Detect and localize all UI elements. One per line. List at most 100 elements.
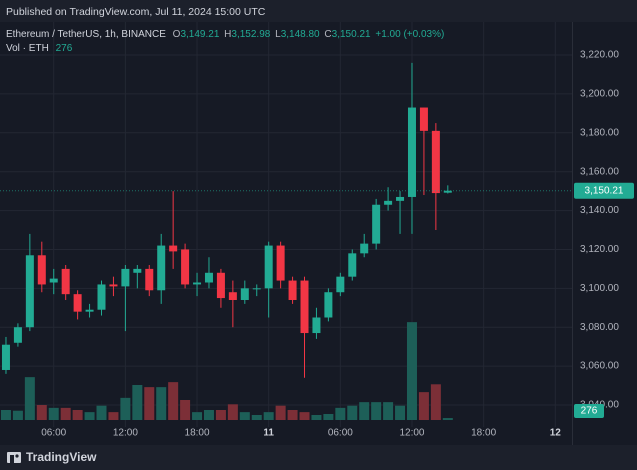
volume-bar xyxy=(36,405,47,420)
candle-body xyxy=(97,284,106,310)
volume-bar xyxy=(359,402,370,420)
volume-bar xyxy=(144,387,155,420)
volume-bar xyxy=(48,407,59,420)
candle-body xyxy=(121,268,130,287)
candle-body xyxy=(204,272,213,283)
candle-body xyxy=(276,245,285,281)
legend-h-value: 3,152.98 xyxy=(231,29,270,40)
candle-body xyxy=(264,245,273,289)
volume-bar xyxy=(299,412,310,420)
candle-body xyxy=(252,288,261,290)
bottom-bar xyxy=(0,445,637,470)
volume-bar xyxy=(263,412,274,420)
top-bar xyxy=(0,0,637,22)
candle-body xyxy=(384,200,393,205)
y-tick-label: 3,180.00 xyxy=(580,127,619,138)
candle-body xyxy=(145,268,154,291)
candle-body xyxy=(193,282,202,285)
x-tick-label: 18:00 xyxy=(471,428,496,439)
legend-symbol: Ethereum / TetherUS, 1h, BINANCE xyxy=(6,29,166,40)
volume-bar xyxy=(239,412,250,420)
last-price-label: 3,150.21 xyxy=(585,185,624,196)
candle-body xyxy=(336,276,345,293)
volume-bar xyxy=(371,402,382,420)
volume-bar xyxy=(251,415,262,420)
candle-body xyxy=(348,253,357,277)
volume-bar xyxy=(287,410,298,420)
volume-bar xyxy=(72,410,83,420)
volume-bar xyxy=(168,382,179,420)
y-tick-label: 3,120.00 xyxy=(580,244,619,255)
volume-bar xyxy=(395,405,406,420)
candle-body xyxy=(228,292,237,300)
volume-bar xyxy=(418,392,429,420)
candle-body xyxy=(216,272,225,299)
candle-body xyxy=(73,294,82,312)
volume-bar xyxy=(335,407,346,420)
candle-body xyxy=(324,292,333,318)
volume-box-label: 276 xyxy=(581,406,598,417)
legend-c-value: 3,150.21 xyxy=(332,29,371,40)
volume-bar xyxy=(24,377,35,420)
volume-legend: Vol · ETH 276 xyxy=(6,43,73,54)
candle-body xyxy=(407,107,416,197)
volume-bar xyxy=(0,410,11,420)
candle-body xyxy=(25,255,34,328)
volume-bar xyxy=(227,404,238,420)
volume-bar xyxy=(132,385,143,420)
candle-body xyxy=(37,255,46,285)
volume-bar xyxy=(430,384,441,420)
volume-bar xyxy=(323,414,334,420)
candle-body xyxy=(1,344,10,370)
legend-c-label: C xyxy=(324,29,331,40)
brand: TradingView xyxy=(26,450,97,464)
y-tick-label: 3,220.00 xyxy=(580,50,619,61)
legend-l-value: 3,148.80 xyxy=(281,29,320,40)
volume-bar xyxy=(96,405,107,420)
x-tick-label: 18:00 xyxy=(185,428,210,439)
y-tick-label: 3,200.00 xyxy=(580,89,619,100)
volume-bar xyxy=(275,405,286,420)
candle-body xyxy=(360,243,369,254)
candle-body xyxy=(61,268,70,295)
volume-bar xyxy=(215,410,226,420)
volume-bar xyxy=(12,410,23,420)
candle-body xyxy=(85,309,94,312)
volume-bar xyxy=(311,415,322,420)
candle-body xyxy=(240,288,249,300)
candle-body xyxy=(300,280,309,334)
volume-bar xyxy=(442,418,453,420)
legend-change: +1.00 (+0.03%) xyxy=(375,29,444,40)
x-tick-label: 11 xyxy=(263,428,274,439)
candle-body xyxy=(49,278,58,283)
chart-area xyxy=(0,22,637,445)
legend-line: Ethereum / TetherUS, 1h, BINANCE O3,149.… xyxy=(6,29,444,40)
volume-bar xyxy=(120,397,131,420)
legend-o-label: O xyxy=(173,29,181,40)
last-price-box xyxy=(574,182,634,199)
volume-bar xyxy=(406,322,417,420)
candle-body xyxy=(181,249,190,285)
volume-bar xyxy=(156,387,167,420)
candle-body xyxy=(109,284,118,287)
legend-l-label: L xyxy=(275,29,281,40)
volume-bar xyxy=(108,412,119,420)
candle-body xyxy=(13,327,22,343)
volume-bar xyxy=(60,407,71,420)
legend-o-value: 3,149.21 xyxy=(180,29,219,40)
volume-bar xyxy=(347,405,358,420)
candle-body xyxy=(431,130,440,194)
y-tick-label: 3,140.00 xyxy=(580,205,619,216)
y-tick-label: 3,080.00 xyxy=(580,322,619,333)
candle-body xyxy=(419,107,428,131)
x-tick-label: 12 xyxy=(550,428,562,439)
y-tick-label: 3,160.00 xyxy=(580,166,619,177)
y-tick-label: 3,060.00 xyxy=(580,361,619,372)
tv-logo xyxy=(7,452,21,463)
candle-body xyxy=(312,317,321,334)
volume-legend-value: 276 xyxy=(56,43,73,54)
x-tick-label: 06:00 xyxy=(328,428,353,439)
candle-body xyxy=(288,280,297,300)
volume-bar xyxy=(203,410,214,420)
volume-bar xyxy=(84,412,95,420)
